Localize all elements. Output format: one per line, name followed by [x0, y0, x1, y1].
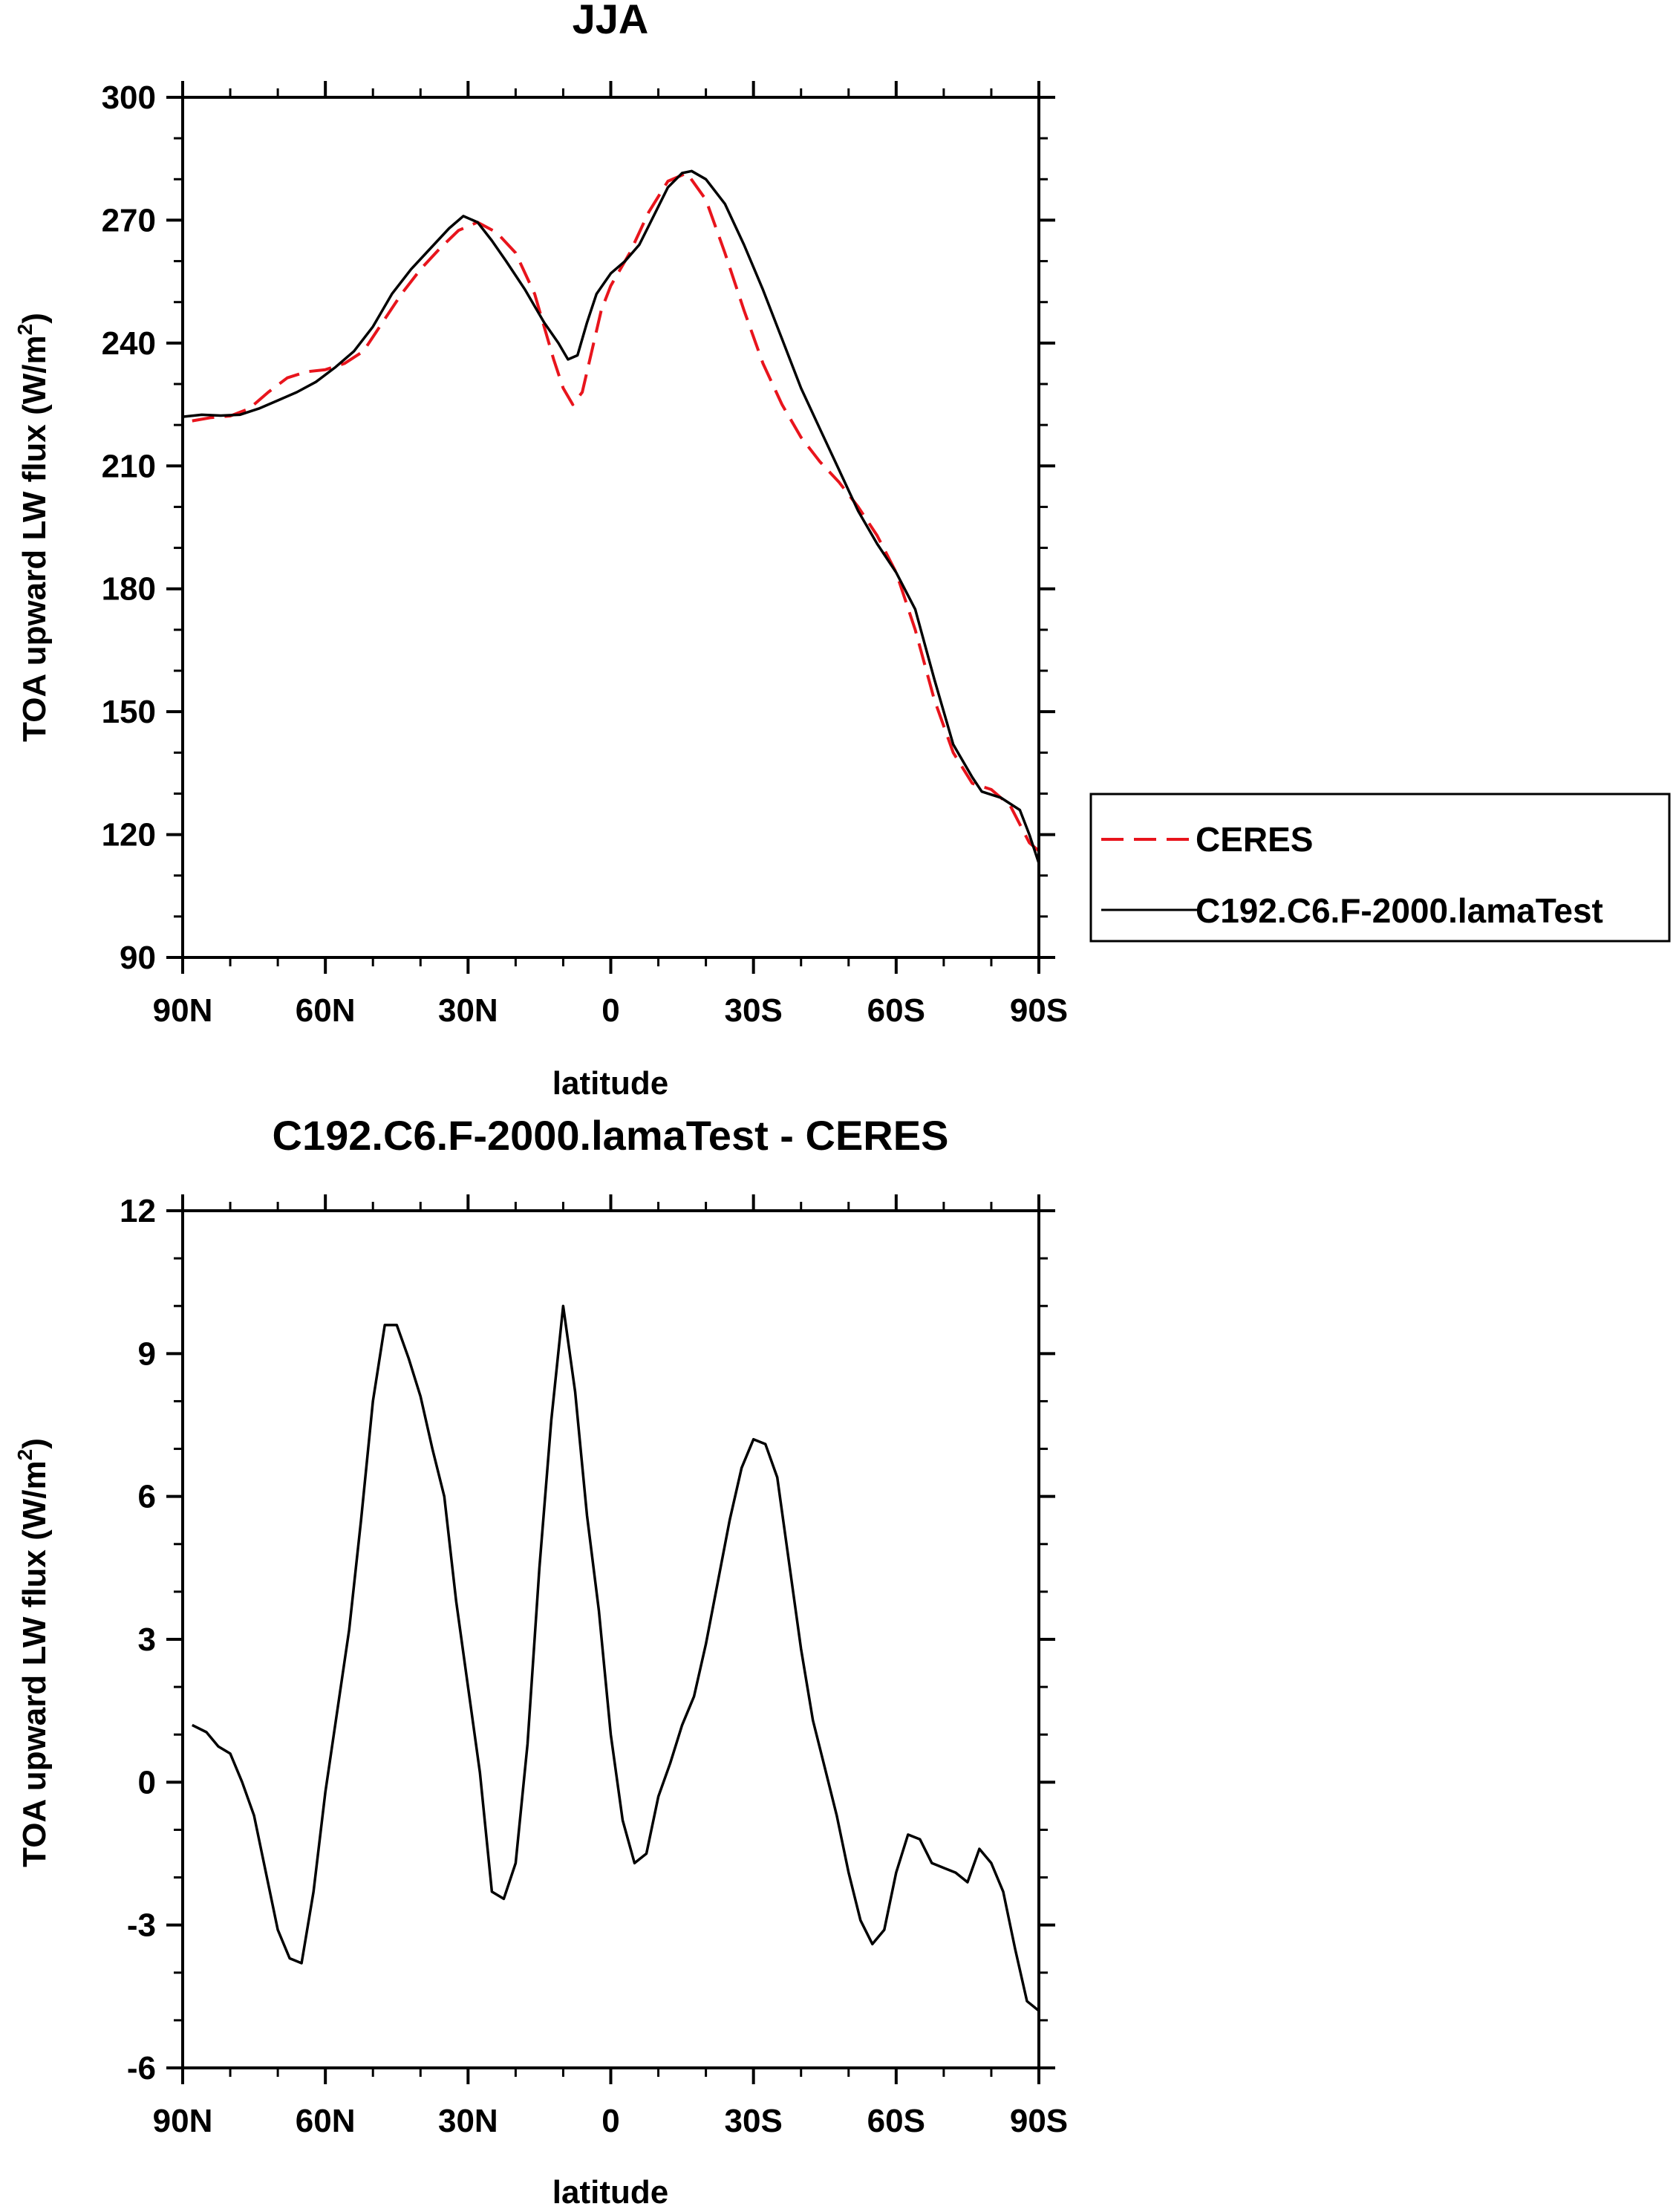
y-tick-label: 180	[102, 571, 156, 608]
bottom-plot-frame	[181, 1209, 1040, 2069]
bottom-axis-ticks	[166, 1194, 1055, 2084]
top-y-axis-label: TOA upward LW flux (W/m2)	[13, 313, 53, 742]
y-tick-label: 90	[120, 940, 156, 976]
y-tick-label: 6	[138, 1479, 156, 1515]
x-tick-label: 0	[601, 2103, 619, 2139]
x-tick-label: 30S	[725, 2103, 783, 2139]
top-x-tick-labels: 90N 60N 30N 0 30S 60S 90S	[153, 992, 1069, 1029]
top-y-axis-label-text: TOA upward LW flux (W/m	[16, 335, 53, 742]
top-plot-lines	[182, 169, 1040, 864]
top-y-axis-label-close: )	[16, 313, 53, 324]
x-tick-label: 90N	[153, 2103, 213, 2139]
y-tick-label: -6	[127, 2050, 156, 2086]
bottom-y-axis-label-sup: 2	[13, 1449, 36, 1461]
y-tick-label: 3	[138, 1621, 156, 1658]
bottom-y-axis-label-text: TOA upward LW flux (W/m	[16, 1460, 53, 1867]
y-tick-label: 240	[102, 325, 156, 362]
top-axis-ticks	[166, 81, 1055, 974]
bottom-plot-lines	[192, 1304, 1040, 2012]
y-tick-label: 300	[102, 79, 156, 116]
x-tick-label: 90N	[153, 992, 213, 1029]
top-plot-frame	[181, 96, 1040, 959]
y-tick-label: 120	[102, 817, 156, 853]
top-y-axis-label-sup: 2	[13, 324, 36, 336]
bottom-x-axis-label: latitude	[552, 2174, 668, 2211]
x-tick-label: 30N	[438, 992, 498, 1029]
x-tick-label: 30S	[725, 992, 783, 1029]
legend: CERES C192.C6.F-2000.lamaTest	[1089, 793, 1671, 943]
x-tick-label: 60N	[296, 2103, 356, 2139]
x-tick-label: 60S	[867, 992, 925, 1029]
y-tick-label: 0	[138, 1764, 156, 1800]
bottom-y-axis-label-close: )	[16, 1438, 53, 1449]
bottom-chart: C192.C6.F-2000.lamaTest - CERES -6 -3 0 3 6 9…	[13, 1112, 1068, 2211]
bottom-chart-title: C192.C6.F-2000.lamaTest - CERES	[273, 1112, 949, 1159]
y-tick-label: 12	[120, 1193, 156, 1229]
x-tick-label: 90S	[1010, 2103, 1068, 2139]
legend-label-ceres: CERES	[1196, 820, 1313, 859]
bottom-x-tick-labels: 90N 60N 30N 0 30S 60S 90S	[153, 2103, 1069, 2139]
x-tick-label: 60S	[867, 2103, 925, 2139]
series-line-ceres	[192, 172, 1040, 853]
legend-label-model: C192.C6.F-2000.lamaTest	[1196, 891, 1603, 930]
y-tick-label: 210	[102, 448, 156, 484]
y-tick-label: 150	[102, 694, 156, 730]
y-tick-label: 9	[138, 1336, 156, 1372]
x-tick-label: 60N	[296, 992, 356, 1029]
series-line-model	[182, 169, 1040, 864]
y-tick-label: 270	[102, 202, 156, 238]
x-tick-label: 30N	[438, 2103, 498, 2139]
legend-box	[1089, 793, 1671, 943]
top-chart-title: JJA	[573, 0, 649, 42]
x-tick-label: 0	[601, 992, 619, 1029]
top-chart: JJA 90 120 150 180 210 240 270 300 90N 60N 30N 0 30…	[13, 0, 1671, 1102]
series-line-model	[192, 1304, 1040, 2012]
y-tick-label: -3	[127, 1907, 156, 1944]
top-x-axis-label: latitude	[552, 1065, 668, 1102]
bottom-y-axis-label: TOA upward LW flux (W/m2)	[13, 1438, 53, 1867]
bottom-y-tick-labels: -6 -3 0 3 6 9 12	[120, 1193, 156, 2086]
top-y-tick-labels: 90 120 150 180 210 240 270 300	[102, 79, 156, 976]
x-tick-label: 90S	[1010, 992, 1068, 1029]
